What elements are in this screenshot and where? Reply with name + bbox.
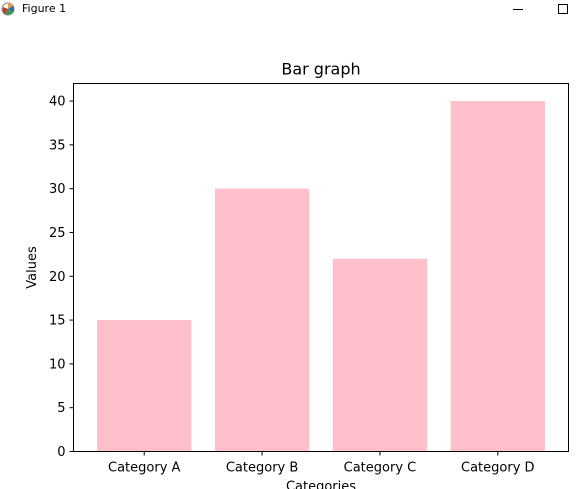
chart-title: Bar graph (281, 60, 360, 79)
bar-category-a (97, 320, 192, 452)
bar-category-d (450, 101, 545, 452)
bar-category-c (332, 258, 428, 452)
matplotlib-logo-icon (1, 2, 15, 16)
window-title: Figure 1 (22, 2, 67, 15)
x-tick-label: Category B (226, 461, 298, 476)
x-axis-label: Categories (286, 480, 356, 489)
x-axis-ticks: Category A Category B Category C Category D (108, 451, 535, 476)
bars-group (97, 101, 545, 452)
title-bar: Figure 1 (0, 0, 586, 20)
minimize-button[interactable] (503, 0, 533, 18)
maximize-icon (558, 4, 568, 14)
axes-frame (73, 83, 569, 452)
y-tick-label: 0 (57, 445, 65, 460)
y-axis-label: Values (25, 246, 40, 289)
x-tick-label: Category A (108, 461, 181, 476)
y-tick-label: 10 (49, 357, 66, 372)
y-tick-label: 40 (49, 95, 66, 110)
y-tick-label: 35 (49, 138, 66, 153)
y-tick-label: 5 (57, 401, 65, 416)
minimize-icon (513, 8, 523, 10)
maximize-button[interactable] (548, 0, 578, 18)
x-tick-label: Category C (344, 461, 417, 476)
y-tick-label: 15 (49, 314, 66, 329)
y-tick-label: 30 (49, 182, 66, 197)
bar-category-b (214, 188, 310, 452)
y-tick-label: 25 (49, 226, 66, 241)
x-tick-label: Category D (461, 461, 535, 476)
y-tick-label: 20 (49, 270, 66, 285)
y-axis-ticks: 0 5 10 15 20 25 30 35 40 (49, 95, 74, 460)
